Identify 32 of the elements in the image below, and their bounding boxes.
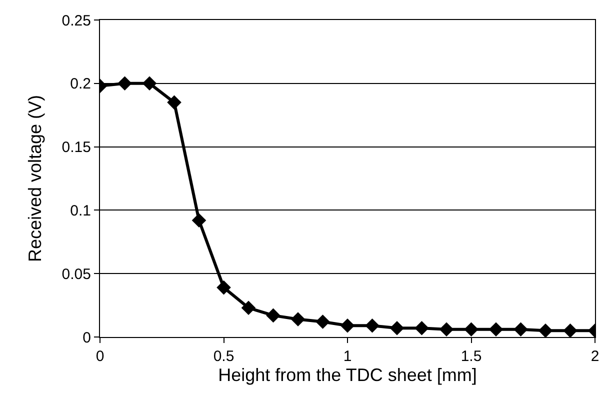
y-tick-label: 0 [82, 329, 91, 346]
y-tick-label: 0.2 [70, 76, 91, 93]
point [216, 280, 231, 295]
x-tick-label: 0.5 [213, 348, 234, 365]
point [365, 318, 380, 333]
point [464, 322, 478, 337]
point [290, 312, 306, 326]
x-tick-label: 2 [590, 348, 600, 365]
point [340, 318, 355, 333]
x-tick-label: 1 [343, 348, 352, 365]
point [488, 322, 504, 337]
point [563, 324, 578, 337]
point [514, 322, 528, 337]
y-tick-label: 0.15 [62, 139, 91, 156]
point [241, 300, 256, 315]
y-tick-label: 0.25 [62, 12, 91, 30]
point [538, 324, 553, 337]
point [390, 320, 404, 336]
x-tick-label: 0 [96, 348, 104, 365]
y-tick-label: 0.1 [70, 202, 91, 220]
point [439, 322, 454, 337]
x-tick-label: 1.5 [460, 348, 482, 365]
point [142, 76, 157, 91]
point [167, 95, 182, 110]
point [266, 308, 280, 323]
point [316, 314, 330, 329]
y-axis-title: Received voltage (V) [24, 94, 45, 262]
x-axis-title: Height from the TDC sheet [mm] [218, 365, 477, 386]
y-tick-label: 0.05 [62, 266, 91, 283]
point [118, 76, 132, 91]
point [192, 213, 206, 228]
point [414, 320, 429, 336]
